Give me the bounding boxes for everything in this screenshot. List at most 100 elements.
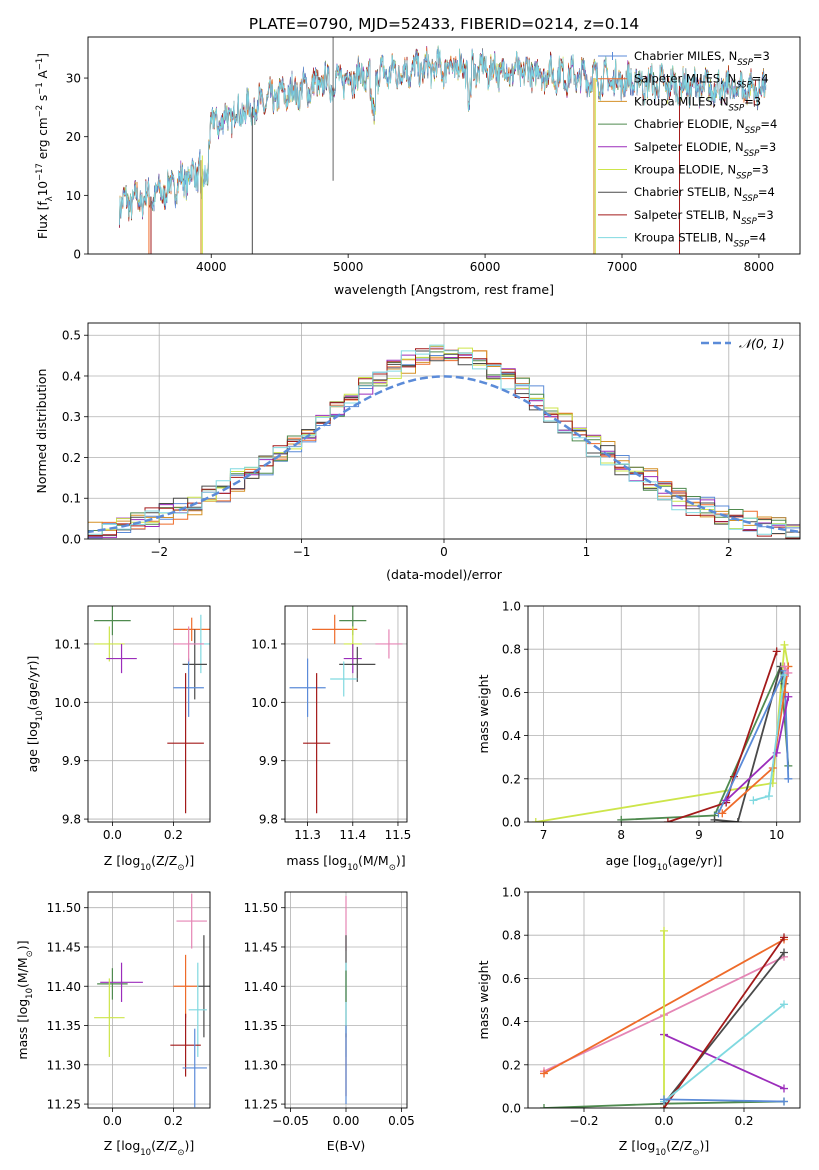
- data-point-S_ELODIE: [780, 1084, 788, 1093]
- legend-label: Salpeter STELIB, NSSP=3: [634, 208, 774, 227]
- y-tick-label: 11.30: [47, 1058, 81, 1072]
- y-tick-label: 11.50: [244, 901, 278, 915]
- y-tick-label: 0.1: [62, 492, 81, 506]
- y-tick-label: 0.5: [62, 329, 81, 343]
- x-tick-label: 9: [695, 828, 703, 842]
- legend-label: Kroupa MILES, NSSP=3: [634, 94, 761, 113]
- x-tick-label: 10: [769, 828, 784, 842]
- data-point-K_STELIB: [749, 796, 758, 805]
- data-point-C_STELIB: [733, 818, 742, 822]
- series-line-K_STELIB: [663, 1003, 785, 1103]
- data-point-S_ELODIE: [722, 796, 731, 805]
- data-point-S_ELODIE: [784, 692, 793, 701]
- x-axis-label: mass [log10(M/M⊙)]: [286, 853, 405, 873]
- data-point-K_STELIB: [764, 792, 773, 801]
- y-tick-label: 9.9: [259, 754, 278, 768]
- y-tick-label: 0.6: [502, 972, 521, 986]
- y-tick-label: 1.0: [502, 886, 521, 900]
- legend-label: Salpeter MILES, NSSP=4: [634, 72, 769, 91]
- y-tick-label: 11.40: [47, 980, 81, 994]
- y-tick-label: 11.25: [244, 1098, 278, 1112]
- mass-weight-vs-age-panel: 7 8 9 10 0.0 0.2 0.4 0.6 0.8 1.0 age [log10(age/yr…: [476, 600, 801, 873]
- series-line-pink: [783, 666, 790, 674]
- residuals-histogram-panel: −2 −1 0 1 2 0.0 0.1 0.2 0.3 0.4 0.5 𝒩(0, 1) (data-mo…: [34, 322, 801, 582]
- x-axis-label: age [log10(age/yr)]: [606, 853, 723, 873]
- y-tick-label: 11.40: [244, 980, 278, 994]
- axes-frame: [87, 891, 211, 1109]
- x-tick-label: 0.2: [164, 1114, 183, 1128]
- spectrum-legend: Chabrier MILES, NSSP=3 Salpeter MILES, NS…: [598, 49, 777, 250]
- axes-frame: [87, 36, 801, 255]
- y-axis-label: mass [log10(M/M⊙)]: [15, 940, 35, 1059]
- plot-area: [88, 344, 800, 539]
- legend-label: Kroupa STELIB, NSSP=4: [634, 231, 766, 250]
- y-axis-label: Normed distribution: [34, 369, 49, 494]
- y-tick-label: 0.2: [502, 772, 521, 786]
- x-tick-label: 0.00: [333, 1114, 360, 1128]
- plot-area: [94, 893, 210, 1108]
- axes-frame: [284, 605, 408, 823]
- y-tick-label: 9.8: [62, 813, 81, 827]
- y-tick-label: 0.8: [502, 929, 521, 943]
- y-tick-label: 11.45: [244, 940, 278, 954]
- x-axis-label: Z [log10(Z/Z⊙)]: [104, 853, 194, 873]
- y-tick-label: 10.0: [54, 696, 81, 710]
- y-tick-label: 0.4: [502, 1015, 521, 1029]
- legend-label: Chabrier MILES, NSSP=3: [634, 49, 770, 68]
- y-tick-label: 11.45: [47, 940, 81, 954]
- y-tick-label: 0.0: [502, 1102, 521, 1116]
- x-tick-label: 4000: [196, 260, 227, 274]
- x-axis-label: wavelength [Angstrom, rest frame]: [334, 282, 554, 297]
- y-tick-label: 30: [66, 72, 81, 86]
- data-point-C_STELIB: [710, 815, 719, 822]
- figure-title: PLATE=0790, MJD=52433, FIBERID=0214, z=0…: [249, 15, 639, 33]
- series-line-C_MILES: [663, 1098, 785, 1103]
- data-point-S_MILES: [540, 1069, 548, 1078]
- data-point-K_STELIB: [780, 1000, 788, 1009]
- x-tick-label: 1: [583, 545, 591, 559]
- x-tick-label: 0: [440, 545, 448, 559]
- x-tick-label: 0.05: [388, 1114, 415, 1128]
- data-point-K_ELODIE: [660, 926, 668, 935]
- plot-area: [119, 37, 767, 254]
- y-tick-label: 1.0: [502, 600, 521, 614]
- x-tick-label: 2: [725, 545, 733, 559]
- y-axis-label: mass weight: [476, 960, 491, 1039]
- x-tick-label: −0.05: [272, 1114, 309, 1128]
- data-point-S_MILES: [718, 809, 727, 818]
- y-tick-label: 9.9: [62, 754, 81, 768]
- y-tick-label: 0.2: [502, 1058, 521, 1072]
- data-point-S_STELIB: [663, 818, 672, 822]
- mass-vs-metallicity-panel: 0.0 0.2 11.25 11.30 11.35 11.40 11.45 11.50 Z [l…: [15, 891, 211, 1158]
- y-tick-label: 11.35: [47, 1019, 81, 1033]
- plot-area: [94, 606, 210, 814]
- x-tick-label: 11.3: [294, 828, 321, 842]
- mass-vs-extinction-panel: −0.05 0.00 0.05 11.25 11.30 11.35 11.40 11.45 11…: [244, 891, 415, 1153]
- x-tick-label: 0.0: [103, 828, 122, 842]
- y-tick-label: 10.1: [251, 637, 278, 651]
- data-point-K_ELODIE: [531, 818, 540, 822]
- mass-weight-vs-metallicity-panel: −0.2 0.0 0.2 0.0 0.2 0.4 0.6 0.8 1.0 Z [log10(Z/Z…: [476, 886, 801, 1158]
- series-line-S_ELODIE: [663, 1033, 785, 1090]
- y-tick-label: 9.8: [259, 813, 278, 827]
- y-tick-label: 11.35: [244, 1019, 278, 1033]
- legend-label: Chabrier ELODIE, NSSP=4: [634, 117, 777, 136]
- x-tick-label: 0.0: [103, 1114, 122, 1128]
- y-tick-label: 10.0: [251, 696, 278, 710]
- data-point-pink: [784, 668, 793, 677]
- histogram-steps-K_STELIB: [88, 344, 800, 539]
- data-point-S_STELIB: [772, 647, 781, 656]
- x-tick-label: −0.2: [569, 1114, 598, 1128]
- y-tick-label: 0.8: [502, 643, 521, 657]
- y-tick-label: 11.30: [244, 1058, 278, 1072]
- y-tick-label: 10: [66, 189, 81, 203]
- y-axis-label: age [log10(age/yr)]: [25, 656, 45, 773]
- x-tick-label: 5000: [333, 260, 364, 274]
- x-tick-label: −1: [293, 545, 311, 559]
- x-tick-label: 6000: [470, 260, 501, 274]
- x-tick-label: 11.4: [339, 828, 366, 842]
- plot-area: [540, 926, 788, 1108]
- y-tick-label: 10.1: [54, 637, 81, 651]
- spectrum-line-K_STELIB: [119, 45, 767, 226]
